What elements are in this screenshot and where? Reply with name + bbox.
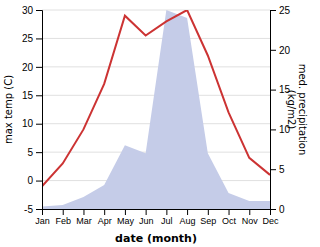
tick-label: Feb xyxy=(55,216,71,226)
tick-label: Jun xyxy=(139,216,154,226)
tick-mark xyxy=(270,169,276,170)
tick-label: 20 xyxy=(22,62,34,73)
tick-label: 20 xyxy=(279,45,291,56)
tick-mark xyxy=(125,209,126,215)
chart: Jan Feb Mar Apr May Jun Jul Aug Sep Oct NovDec -5 0 5… xyxy=(0,0,320,247)
tick: Aug xyxy=(180,209,196,226)
tick-mark xyxy=(36,67,42,68)
y-axis: -5 0 5 10 15 20 25 30 xyxy=(22,5,43,215)
grid-line xyxy=(42,38,270,39)
tick-mark xyxy=(36,10,42,11)
tick: 5 xyxy=(27,147,42,158)
tick-label: -5 xyxy=(24,204,33,215)
tick-label: 10 xyxy=(22,118,34,129)
tick: Oct xyxy=(222,209,237,226)
tick: 0 xyxy=(270,204,285,215)
tick: Feb xyxy=(55,209,71,226)
tick: -5 xyxy=(24,204,42,215)
tick-mark xyxy=(270,50,276,51)
tick: 25 xyxy=(270,5,291,16)
tick-label: Aug xyxy=(180,216,196,226)
tick: Dec xyxy=(262,209,279,226)
tick: Mar xyxy=(76,209,92,226)
tick-mark xyxy=(270,90,276,91)
tick-label: 15 xyxy=(22,90,34,101)
axis-line xyxy=(43,210,271,216)
tick-mark xyxy=(36,209,42,210)
tick: Apr xyxy=(98,209,112,226)
tick-mark xyxy=(270,209,276,210)
x-axis-title: date (month) xyxy=(115,232,197,245)
tick: 30 xyxy=(22,5,42,16)
tick-mark xyxy=(63,209,64,215)
grid-line xyxy=(42,10,270,11)
tick-mark xyxy=(270,129,276,130)
tick-mark xyxy=(36,95,42,96)
tick-label: Mar xyxy=(76,216,92,226)
tick-mark xyxy=(208,209,209,215)
axis-line xyxy=(36,11,43,210)
line xyxy=(42,10,270,186)
tick: Jul xyxy=(161,209,173,226)
tick-label: 5 xyxy=(279,164,285,175)
tick-mark xyxy=(36,124,42,125)
tick-label: Jul xyxy=(161,216,173,226)
tick-mark xyxy=(36,38,42,39)
tick-mark xyxy=(229,209,230,215)
tick-mark xyxy=(36,181,42,182)
tick-label: 0 xyxy=(279,204,285,215)
tick-label: Apr xyxy=(98,216,112,226)
tick: 10 xyxy=(22,118,42,129)
grid xyxy=(42,10,270,209)
tick-label: Oct xyxy=(222,216,237,226)
tick: 20 xyxy=(22,62,42,73)
tick-mark xyxy=(36,152,42,153)
tick: 15 xyxy=(22,90,42,101)
tick-mark xyxy=(270,10,276,11)
grid-line xyxy=(42,66,270,67)
plot: Jan Feb Mar Apr May Jun Jul Aug Sep Oct NovDec -5 0 5… xyxy=(22,5,291,227)
tick-label: 30 xyxy=(22,5,34,16)
marks xyxy=(42,10,270,209)
tick-mark xyxy=(104,209,105,215)
tick-label: 25 xyxy=(22,33,34,44)
tick: Jan xyxy=(35,209,50,226)
tick-mark xyxy=(166,209,167,215)
tick-label: 5 xyxy=(27,147,33,158)
tick: Sep xyxy=(200,209,216,226)
tick-mark xyxy=(249,209,250,215)
tick-label: Nov xyxy=(242,216,259,226)
tick-label: 0 xyxy=(27,175,33,186)
tick-label: Jan xyxy=(35,216,50,226)
tick-mark xyxy=(83,209,84,215)
tick-label: Sep xyxy=(200,216,216,226)
tick-label: May xyxy=(117,216,135,226)
tick: 5 xyxy=(270,164,285,175)
tick: 20 xyxy=(270,45,291,56)
tick-mark xyxy=(146,209,147,215)
tick-label: Dec xyxy=(262,216,279,226)
y-axis-title: max temp (C) xyxy=(3,75,14,144)
tick: Nov xyxy=(242,209,259,226)
y2-axis-title: med. precipitation(kg/m2) xyxy=(286,64,308,156)
tick: Jun xyxy=(139,209,154,226)
tick: 25 xyxy=(22,33,42,44)
x-axis: Jan Feb Mar Apr May Jun Jul Aug Sep Oct NovDec xyxy=(35,209,279,226)
axis-line xyxy=(271,11,277,210)
tick-mark xyxy=(187,209,188,215)
area xyxy=(42,10,270,209)
tick-label: 25 xyxy=(279,5,291,16)
tick: May xyxy=(117,209,135,226)
tick: 0 xyxy=(27,175,42,186)
